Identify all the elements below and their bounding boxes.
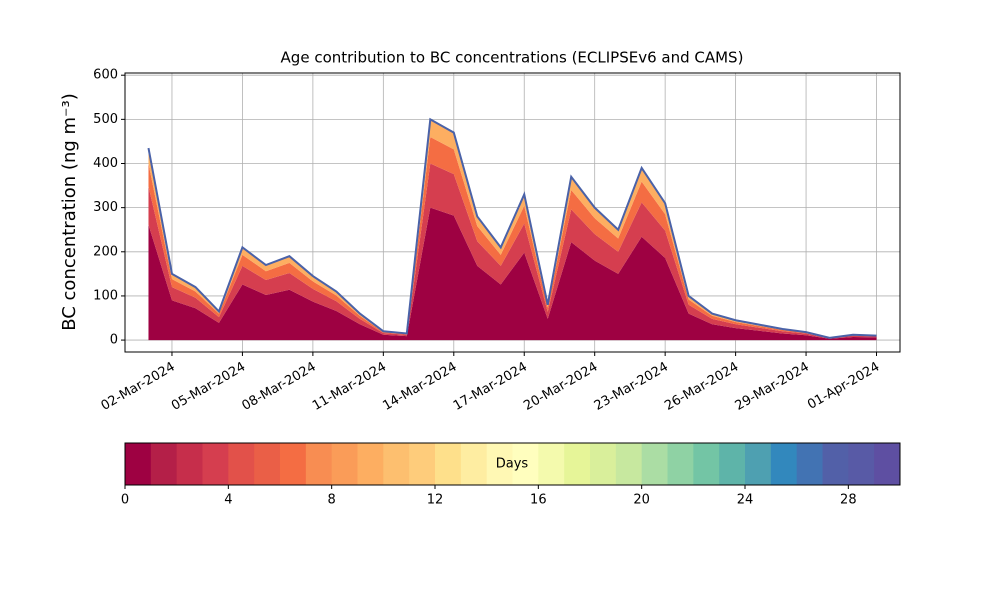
colorbar-swatch — [125, 443, 152, 485]
colorbar-swatch — [667, 443, 694, 485]
x-tick-label: 23-Mar-2024 — [592, 360, 671, 414]
colorbar-frame — [124, 442, 901, 486]
chart-title: Age contribution to BC concentrations (E… — [281, 49, 744, 67]
y-tick-label: 200 — [93, 244, 118, 259]
colorbar-swatch — [745, 443, 772, 485]
y-axis-label: BC concentration (ng m⁻³) — [59, 93, 80, 331]
colorbar-swatch — [486, 443, 513, 485]
colorbar-swatch — [357, 443, 384, 485]
colorbar-swatch — [512, 443, 539, 485]
outline — [147, 117, 877, 339]
colorbar-tick-label: 0 — [121, 493, 129, 508]
x-tick-label: 01-Apr-2024 — [805, 360, 882, 413]
colorbar-swatch — [254, 443, 281, 485]
x-tick-label: 26-Mar-2024 — [662, 360, 741, 414]
area-layer — [148, 137, 877, 339]
colorbar-swatch — [305, 443, 333, 485]
y-tick-label: 500 — [93, 112, 118, 127]
x-tick-label: 05-Mar-2024 — [169, 360, 248, 414]
colorbar-swatch — [641, 443, 668, 485]
colorbar-swatch — [409, 443, 436, 485]
x-tick-label: 29-Mar-2024 — [733, 360, 812, 414]
y-tick-label: 0 — [110, 333, 118, 348]
colorbar-swatch — [615, 443, 643, 485]
colorbar-swatch — [874, 443, 901, 485]
x-tick-label: 17-Mar-2024 — [451, 360, 530, 414]
colorbar-swatch — [331, 443, 358, 485]
area-layer — [148, 163, 877, 339]
colorbar-swatch — [564, 443, 591, 485]
colorbar-tick-label: 4 — [224, 493, 232, 508]
x-tick-label: 08-Mar-2024 — [239, 360, 318, 414]
area-layer — [148, 207, 877, 341]
colorbar-swatch — [202, 443, 229, 485]
colorbar-swatch — [590, 443, 617, 485]
x-tick-label: 14-Mar-2024 — [380, 360, 459, 414]
y-tick-label: 300 — [93, 200, 118, 215]
colorbar-tick-label: 12 — [427, 493, 444, 508]
colorbar-swatch — [770, 443, 798, 485]
colorbar-tick-label: 24 — [737, 493, 754, 508]
colorbar-swatch — [435, 443, 462, 485]
colorbar-swatch — [719, 443, 746, 485]
colorbar-tick-label: 20 — [633, 493, 650, 508]
y-tick-label: 100 — [93, 288, 118, 303]
colorbar-swatch — [383, 443, 410, 485]
colorbar-swatch — [228, 443, 255, 485]
plot-frame — [124, 72, 901, 353]
colorbar-tick-label: 8 — [328, 493, 336, 508]
colorbar-swatch — [460, 443, 488, 485]
x-tick-label: 02-Mar-2024 — [99, 360, 178, 414]
colorbar-swatch — [150, 443, 178, 485]
colorbar-label: Days — [496, 457, 529, 472]
colorbar-tick-label: 16 — [530, 493, 547, 508]
colorbar-tick-label: 28 — [840, 493, 857, 508]
x-tick-label: 20-Mar-2024 — [521, 360, 600, 414]
colorbar-swatch — [848, 443, 875, 485]
y-tick-label: 400 — [93, 156, 118, 171]
colorbar-swatch — [822, 443, 849, 485]
colorbar-swatch — [693, 443, 720, 485]
x-tick-label: 11-Mar-2024 — [310, 360, 389, 414]
y-tick-label: 600 — [93, 68, 118, 83]
area-layer — [148, 119, 877, 338]
colorbar-swatch — [280, 443, 307, 485]
colorbar-swatch — [176, 443, 203, 485]
colorbar-swatch — [538, 443, 565, 485]
colorbar-swatch — [796, 443, 823, 485]
